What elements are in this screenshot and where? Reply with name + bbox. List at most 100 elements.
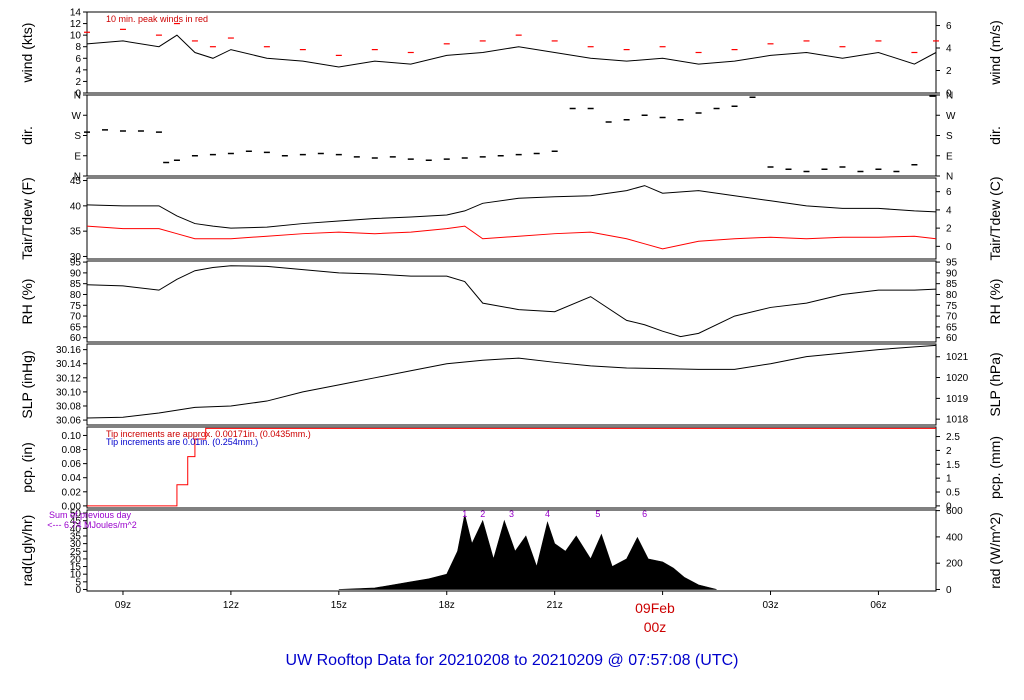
wind-annotation: 10 min. peak winds in red bbox=[106, 14, 208, 24]
rh-right-tick: 60 bbox=[946, 333, 958, 344]
rh-series-RH bbox=[86, 265, 937, 338]
rh-left-tick: 80 bbox=[70, 290, 82, 301]
wind-right-tick: 4 bbox=[946, 43, 952, 54]
dir-frame bbox=[86, 94, 937, 177]
pcp-right-tick: 0.5 bbox=[946, 488, 960, 499]
pcp-left-tick: 0.04 bbox=[62, 473, 82, 484]
slp-ylabel-left: SLP (inHg) bbox=[19, 350, 35, 418]
rad-left-tick: 0 bbox=[75, 585, 81, 596]
pcp-note-red: Tip increments are approx. 0.00171in. (0… bbox=[106, 429, 311, 439]
dir-right-tick: E bbox=[946, 151, 953, 162]
x-axis: 09z 12z 15z 18z 21z 03z 06z bbox=[115, 591, 887, 611]
pcp-left-tick: 0.00 bbox=[62, 501, 82, 512]
dir-ylabel-right: dir. bbox=[987, 126, 1003, 145]
wind-left-tick: 4 bbox=[75, 65, 81, 76]
temp-series-Tdew bbox=[86, 225, 937, 250]
date-label: 09Feb bbox=[635, 600, 675, 616]
pcp-right-tick: 2.5 bbox=[946, 432, 960, 443]
pcp-left-tick: 0.08 bbox=[62, 445, 82, 456]
wind-left-tick: 0 bbox=[75, 89, 81, 100]
rh-ylabel-right: RH (%) bbox=[987, 279, 1003, 325]
rad-right-tick: 200 bbox=[946, 559, 963, 570]
slp-panel: 30.06 30.08 30.10 30.12 30.14 30.16 1018 1019 10… bbox=[19, 343, 1003, 427]
temp-right-tick: 6 bbox=[946, 187, 952, 198]
rh-left-tick: 90 bbox=[70, 268, 82, 279]
rh-left-tick: 60 bbox=[70, 333, 82, 344]
chart-title: UW Rooftop Data for 20210208 to 20210209… bbox=[286, 652, 739, 669]
temp-ylabel-right: Tair/Tdew (C) bbox=[987, 176, 1003, 260]
wind-left-tick: 14 bbox=[70, 8, 82, 19]
pcp-right-tick: 1.5 bbox=[946, 460, 960, 471]
slp-ylabel-right: SLP (hPa) bbox=[987, 352, 1003, 416]
temp-ylabel-left: Tair/Tdew (F) bbox=[19, 177, 35, 259]
rh-right-tick: 70 bbox=[946, 312, 958, 323]
rh-left-tick: 85 bbox=[70, 279, 82, 290]
slp-series-SLP bbox=[86, 344, 937, 419]
rh-right-tick: 95 bbox=[946, 258, 958, 269]
rh-frame bbox=[86, 260, 937, 343]
temp-left-tick: 30 bbox=[70, 252, 82, 263]
rad-right-tick: 0 bbox=[946, 585, 952, 596]
rad-left-tick: 30 bbox=[70, 539, 82, 550]
temp-frame bbox=[86, 177, 937, 260]
rad-left-tick: 50 bbox=[70, 509, 82, 520]
slp-frame bbox=[86, 343, 937, 426]
rad-right-tick: 600 bbox=[946, 506, 963, 517]
pcp-ylabel-right: pcp. (mm) bbox=[987, 436, 1003, 499]
dir-right-tick: W bbox=[946, 111, 956, 122]
x-tick-label: 06z bbox=[870, 600, 886, 611]
rad-left-tick: 10 bbox=[70, 570, 82, 581]
rad-note-purple-2: <--- 6.74 MJoules/m^2 bbox=[47, 520, 137, 530]
rh-right-tick: 90 bbox=[946, 268, 958, 279]
dir-left-tick: W bbox=[72, 111, 82, 122]
temp-left-tick: 35 bbox=[70, 227, 82, 238]
date-sublabel: 00z bbox=[644, 619, 667, 635]
rh-right-tick: 75 bbox=[946, 301, 958, 312]
x-tick-label: 12z bbox=[223, 600, 239, 611]
wind-ylabel-left: wind (kts) bbox=[19, 23, 35, 84]
rh-left-tick: 95 bbox=[70, 258, 82, 269]
pcp-series-pcp bbox=[87, 427, 936, 507]
rad-frame bbox=[86, 509, 937, 592]
slp-right-tick: 1021 bbox=[946, 352, 969, 363]
pcp-note-blue: Tip increments are 0.01in. (0.254mm.) bbox=[106, 437, 258, 447]
pcp-ylabel-left: pcp. (in) bbox=[19, 442, 35, 493]
dir-ylabel-left: dir. bbox=[19, 126, 35, 145]
wind-left-tick: 8 bbox=[75, 42, 81, 53]
rh-left-tick: 70 bbox=[70, 312, 82, 323]
wind-left-tick: 12 bbox=[70, 19, 82, 30]
temp-right-tick: 0 bbox=[946, 242, 952, 253]
slp-right-tick: 1018 bbox=[946, 415, 969, 426]
rh-right-tick: 65 bbox=[946, 322, 958, 333]
temp-left-tick: 40 bbox=[70, 201, 82, 212]
rad-peak-marker: 1 bbox=[462, 509, 467, 519]
rad-note-purple: Sum of previous day bbox=[49, 510, 132, 520]
pcp-panel: 0.00 0.02 0.04 0.06 0.08 0.10 0 0.5 1 1.5 2 2.5 pcp.… bbox=[19, 426, 1003, 512]
wind-left-tick: 2 bbox=[75, 77, 81, 88]
rad-peak-marker: 2 bbox=[480, 509, 485, 519]
rh-right-tick: 80 bbox=[946, 290, 958, 301]
wind-right-tick: 6 bbox=[946, 21, 952, 32]
slp-left-tick: 30.10 bbox=[56, 387, 81, 398]
pcp-right-tick: 2 bbox=[946, 446, 952, 457]
rh-right-tick: 85 bbox=[946, 279, 958, 290]
rad-left-tick: 35 bbox=[70, 531, 82, 542]
dir-left-tick: N bbox=[74, 91, 81, 102]
rh-ylabel-left: RH (%) bbox=[19, 279, 35, 325]
temp-right-tick: 4 bbox=[946, 205, 952, 216]
pcp-left-tick: 0.02 bbox=[62, 487, 82, 498]
wind-ylabel-right: wind (m/s) bbox=[987, 20, 1003, 86]
slp-left-tick: 30.16 bbox=[56, 345, 81, 356]
rh-left-tick: 75 bbox=[70, 301, 82, 312]
pcp-left-tick: 0.06 bbox=[62, 459, 82, 470]
rad-peak-marker: 5 bbox=[595, 509, 600, 519]
slp-left-tick: 30.08 bbox=[56, 401, 81, 412]
slp-right-tick: 1019 bbox=[946, 394, 969, 405]
slp-left-tick: 30.06 bbox=[56, 416, 81, 427]
rad-ylabel-right: rad (W/m^2) bbox=[987, 512, 1003, 589]
wind-left-tick: 10 bbox=[70, 31, 82, 42]
